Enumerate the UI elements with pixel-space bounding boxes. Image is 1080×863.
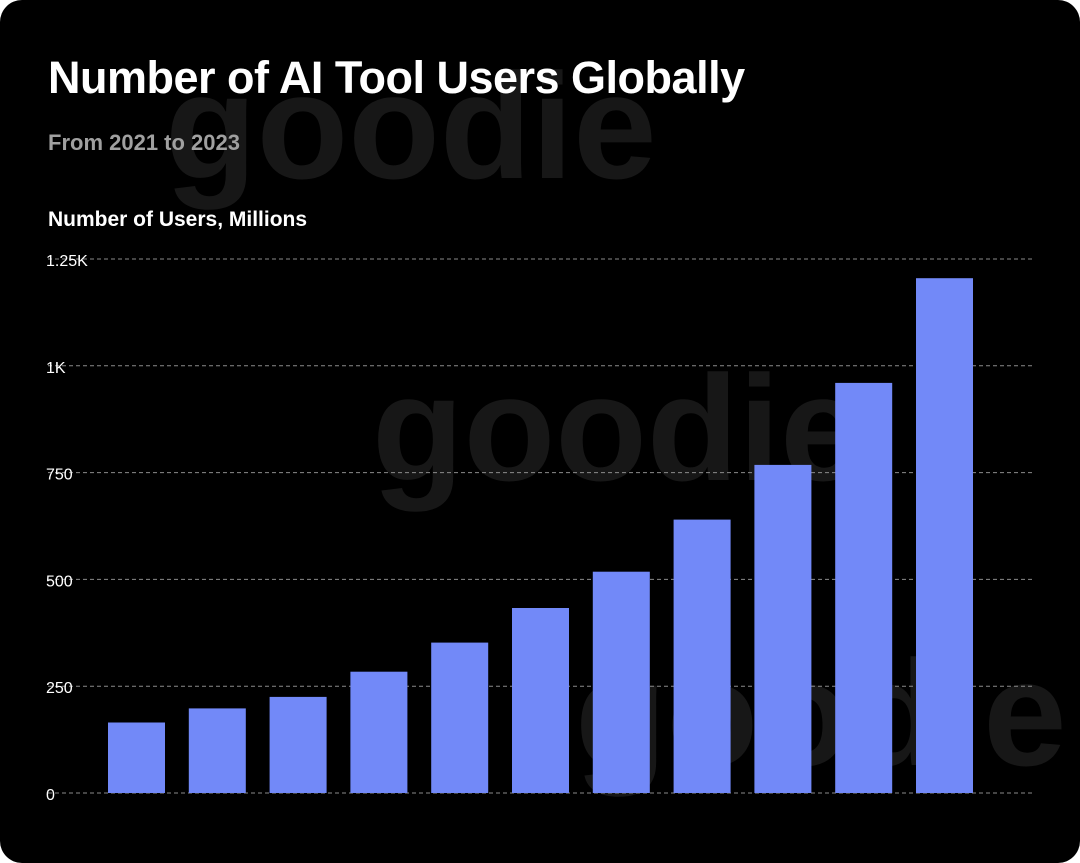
- y-tick-label: 750: [46, 467, 73, 484]
- watermark-text: goodie: [165, 42, 657, 210]
- bar: [108, 722, 165, 793]
- y-tick-label: 0: [46, 787, 55, 804]
- y-axis-label: Number of Users, Millions: [48, 208, 308, 231]
- y-tick-label: 250: [46, 680, 73, 697]
- watermark-text: goodie: [575, 629, 1067, 797]
- chart-subtitle: From 2021 to 2023: [48, 130, 240, 155]
- bar: [431, 642, 489, 793]
- bar-series: [108, 278, 973, 793]
- bar: [673, 519, 731, 793]
- chart-title: Number of AI Tool Users Globally: [48, 52, 745, 103]
- y-axis: 0 250 500 750 1K 1.25K: [46, 253, 88, 804]
- bar: [592, 571, 650, 793]
- bar: [835, 382, 893, 793]
- watermark: goodie goodie goodie: [165, 42, 1067, 797]
- bar: [754, 464, 812, 793]
- bar: [512, 608, 569, 793]
- bar: [188, 708, 246, 793]
- y-tick-label: 500: [46, 573, 73, 590]
- bar: [269, 696, 327, 793]
- bar: [916, 278, 973, 793]
- bar: [350, 671, 408, 793]
- y-tick-label: 1.25K: [46, 253, 88, 270]
- y-tick-label: 1K: [46, 360, 66, 377]
